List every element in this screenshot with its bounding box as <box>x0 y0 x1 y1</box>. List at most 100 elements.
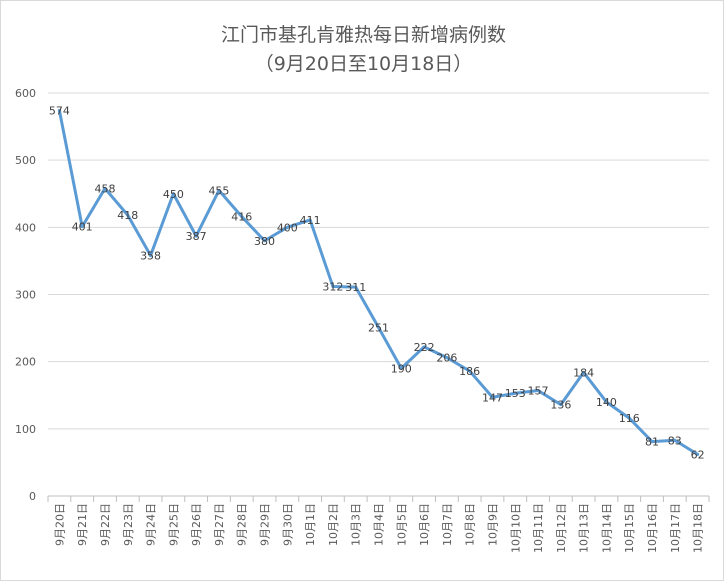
data-label: 458 <box>94 182 115 195</box>
data-label: 455 <box>208 184 229 197</box>
x-tick-label: 10月9日 <box>486 503 499 546</box>
data-point <box>604 400 608 404</box>
x-tick-label: 10月5日 <box>395 503 408 546</box>
data-point <box>513 391 517 395</box>
data-label: 401 <box>72 221 93 234</box>
data-label: 157 <box>528 385 549 398</box>
data-label: 62 <box>691 448 705 461</box>
x-tick-label: 10月18日 <box>692 503 705 553</box>
data-label: 153 <box>505 387 526 400</box>
y-tick-label: 100 <box>15 423 36 436</box>
data-point <box>673 438 677 442</box>
x-tick-label: 9月28日 <box>236 503 249 546</box>
x-tick-label: 10月13日 <box>578 503 591 553</box>
x-tick-label: 10月3日 <box>350 503 363 546</box>
data-point <box>240 215 244 219</box>
y-tick-label: 600 <box>15 87 36 100</box>
data-point <box>263 239 267 243</box>
x-axis: 9月20日 9月21日 9月22日 9月23日 9月24日 9月25日 9月26日 9月27日… <box>47 495 710 553</box>
data-point <box>103 186 107 190</box>
y-tick-label: 0 <box>29 490 36 503</box>
data-label: 116 <box>619 412 640 425</box>
data-point <box>422 345 426 349</box>
data-label: 380 <box>254 235 275 248</box>
data-label: 136 <box>550 399 571 412</box>
data-point <box>171 192 175 196</box>
x-tick-label: 9月26日 <box>190 503 203 546</box>
x-tick-label: 10月15日 <box>623 503 636 553</box>
data-label: 311 <box>345 281 366 294</box>
x-tick-label: 9月30日 <box>281 503 294 546</box>
data-point <box>308 218 312 222</box>
data-point <box>445 356 449 360</box>
data-label: 358 <box>140 250 161 263</box>
x-tick-label: 10月14日 <box>600 503 613 553</box>
data-point <box>285 225 289 229</box>
data-label: 186 <box>459 365 480 378</box>
data-point <box>490 395 494 399</box>
x-tick-label: 9月29日 <box>259 503 272 546</box>
data-label: 251 <box>368 321 389 334</box>
data-label: 312 <box>322 280 343 293</box>
data-point <box>331 284 335 288</box>
x-tick-label: 10月12日 <box>555 503 568 553</box>
data-point <box>217 188 221 192</box>
data-label: 416 <box>231 211 252 224</box>
chart-title: 江门市基孔肯雅热每日新增病例数 <box>220 24 506 46</box>
x-tick-label: 9月27日 <box>213 503 226 546</box>
data-label: 411 <box>300 214 321 227</box>
data-point <box>377 325 380 329</box>
data-point <box>126 213 130 217</box>
data-label: 147 <box>482 391 503 404</box>
x-tick-label: 10月2日 <box>327 503 340 546</box>
gridlines <box>48 92 709 497</box>
data-point <box>536 389 540 393</box>
x-tick-label: 10月17日 <box>669 503 682 553</box>
data-label: 184 <box>573 366 594 379</box>
chart-subtitle: （9月20日至10月18日） <box>254 53 473 75</box>
x-tick-label: 9月24日 <box>145 503 158 546</box>
y-axis: 0 100 200 300 400 500 600 <box>15 87 36 503</box>
data-point <box>627 416 631 420</box>
data-label: 574 <box>49 104 70 117</box>
data-label: 418 <box>117 209 138 222</box>
data-label: 81 <box>645 436 659 449</box>
x-tick-label: 10月11日 <box>532 503 545 553</box>
data-label: 222 <box>414 341 435 354</box>
y-tick-label: 200 <box>15 356 36 369</box>
data-point <box>582 370 586 374</box>
series-layer <box>57 108 700 456</box>
data-point <box>399 366 403 370</box>
data-label: 83 <box>668 434 682 447</box>
data-point <box>57 108 61 112</box>
x-tick-label: 9月20日 <box>53 503 66 546</box>
x-tick-label: 10月8日 <box>464 503 477 546</box>
x-tick-label: 10月6日 <box>418 503 431 546</box>
y-tick-label: 500 <box>15 154 36 167</box>
data-point <box>696 452 700 456</box>
data-point <box>80 225 84 229</box>
x-tick-label: 10月1日 <box>304 503 317 546</box>
data-label: 206 <box>436 352 457 365</box>
x-tick-label: 9月21日 <box>76 503 89 546</box>
data-point <box>149 254 153 258</box>
x-tick-label: 10月10日 <box>509 503 522 553</box>
data-point <box>468 369 472 373</box>
data-label: 450 <box>163 188 184 201</box>
x-tick-label: 10月16日 <box>646 503 659 553</box>
x-tick-label: 9月23日 <box>122 503 135 546</box>
data-label: 387 <box>186 230 207 243</box>
x-tick-label: 10月7日 <box>441 503 454 546</box>
data-point <box>559 403 563 407</box>
data-label: 190 <box>391 362 412 375</box>
data-label: 400 <box>277 221 298 234</box>
data-point <box>354 285 358 289</box>
y-tick-label: 300 <box>15 289 36 302</box>
y-tick-label: 400 <box>15 221 36 234</box>
x-tick-label: 9月25日 <box>167 503 180 546</box>
data-label: 140 <box>596 396 617 409</box>
data-point <box>194 234 198 238</box>
